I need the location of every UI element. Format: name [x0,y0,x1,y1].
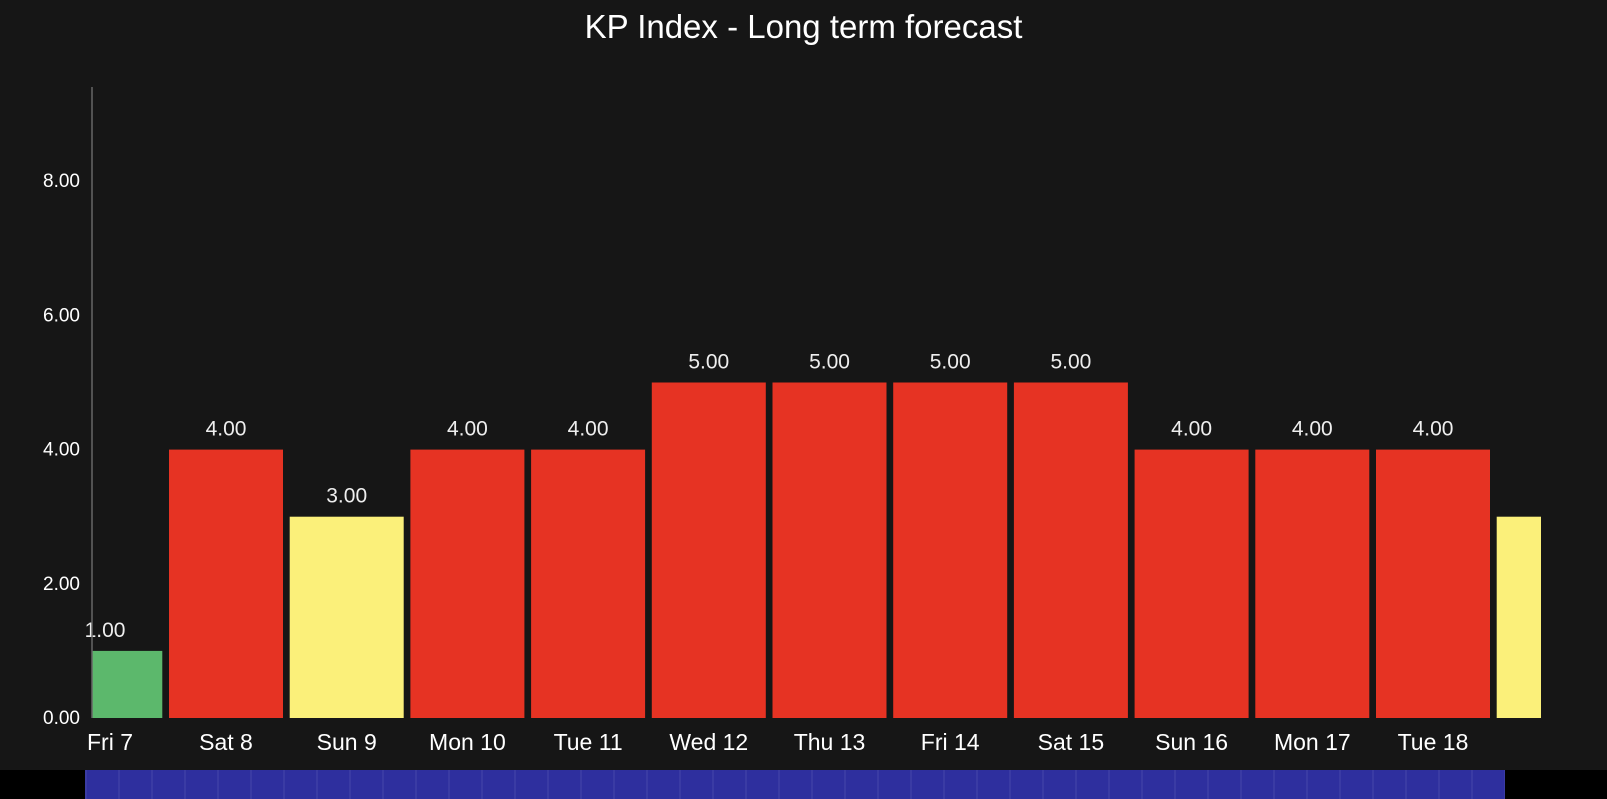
y-tick-label: 8.00 [43,171,80,192]
x-tick-label: Sun 16 [1155,729,1228,755]
bar [1134,449,1249,718]
x-tick-label: Sun 9 [317,729,377,755]
bar-value-label: 5.00 [688,351,729,374]
bar [1496,516,1541,718]
bar-value-label: 5.00 [809,351,850,374]
bar [772,382,887,718]
x-tick-label: Mon 17 [1274,729,1351,755]
bar-value-label: 4.00 [1171,418,1212,441]
x-tick-label: Tue 11 [554,729,623,755]
y-tick-label: 6.00 [43,305,80,326]
bar [1013,382,1128,718]
y-tick-label: 2.00 [43,574,80,595]
x-tick-label: Fri 14 [921,729,980,755]
bar [531,449,646,718]
x-tick-label: Sat 15 [1038,729,1105,755]
bottom-image-strip [85,770,1505,799]
x-tick-label: Tue 18 [1398,729,1469,755]
bar [289,516,404,718]
x-tick-label: Sat 8 [199,729,253,755]
bar [1255,449,1370,718]
x-tick-label: Thu 13 [794,729,866,755]
bar [92,650,163,718]
x-tick-label: Wed 12 [669,729,748,755]
y-tick-label: 4.00 [43,440,80,461]
bar-value-label: 4.00 [1413,418,1454,441]
bar-value-label: 4.00 [206,418,247,441]
bar-value-label: 1.00 [85,619,126,642]
bar-value-label: 5.00 [1050,351,1091,374]
bar [169,449,283,718]
x-tick-label: Mon 10 [429,729,506,755]
bar [1376,449,1490,718]
bar-value-label: 4.00 [1292,418,1333,441]
bar [893,382,1008,718]
bar [651,382,766,718]
x-tick-label: Fri 7 [87,729,133,755]
bar-value-label: 3.00 [326,485,367,508]
bar [410,449,525,718]
bar-value-label: 4.00 [568,418,609,441]
chart-title: KP Index - Long term forecast [584,8,1023,45]
kp-bar-chart: 0.00 2.00 4.00 6.00 8.00 1.00 Fri 7 4.00 Sat 8 3.… [43,87,1541,755]
y-tick-label: 0.00 [43,708,80,729]
bar-value-label: 5.00 [930,351,971,374]
bar-value-label: 4.00 [447,418,488,441]
